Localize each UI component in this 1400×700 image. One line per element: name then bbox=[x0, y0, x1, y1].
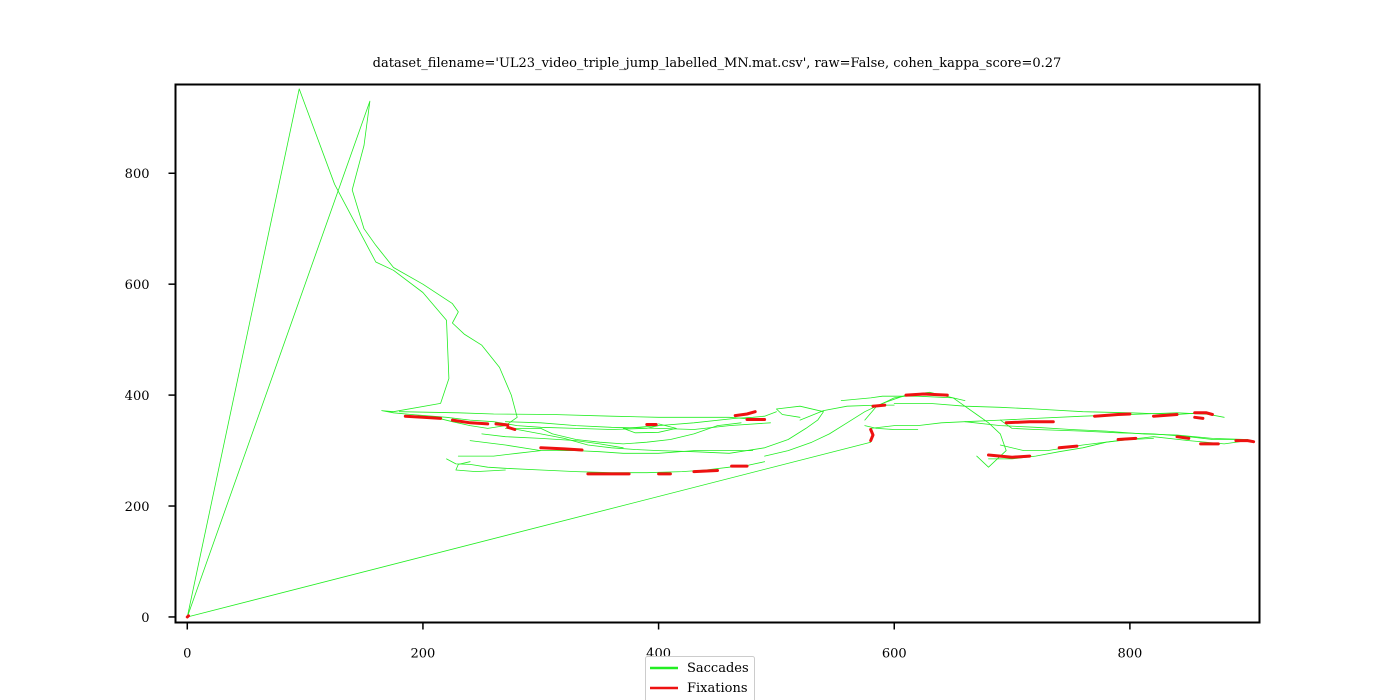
saccades-segment bbox=[398, 411, 765, 421]
saccades-segment bbox=[469, 440, 754, 454]
saccades-segment bbox=[457, 450, 542, 457]
saccades-segment bbox=[964, 421, 1249, 440]
saccades-segment bbox=[186, 88, 777, 618]
fixations-segment bbox=[494, 422, 510, 427]
fixations-segment bbox=[539, 446, 584, 452]
fixations-segment bbox=[904, 392, 949, 397]
y-tick-label: 200 bbox=[125, 500, 150, 515]
saccades-segment bbox=[455, 461, 506, 473]
fixations-segment bbox=[1116, 436, 1138, 441]
fixations-segment bbox=[506, 425, 517, 431]
saccades-segment bbox=[999, 419, 1249, 440]
saccades-segment bbox=[764, 391, 1007, 468]
y-tick-label: 400 bbox=[125, 389, 150, 404]
legend-fixations-label: Fixations bbox=[687, 681, 748, 696]
fixations-segment bbox=[869, 428, 875, 443]
saccades-segment bbox=[481, 433, 624, 449]
chart-title: dataset_filename='UL23_video_triple_jump… bbox=[373, 56, 1062, 71]
saccades-segment bbox=[186, 441, 872, 618]
saccades-segment bbox=[799, 404, 895, 421]
saccades-segment bbox=[504, 422, 742, 445]
legend: Saccades Fixations bbox=[645, 656, 755, 700]
fixations-segment bbox=[733, 410, 757, 418]
series-fixations bbox=[185, 392, 1256, 619]
saccades-segment bbox=[510, 405, 824, 454]
y-tick-label: 0 bbox=[141, 611, 149, 626]
fixations-segment bbox=[1004, 420, 1055, 425]
x-tick-label: 0 bbox=[183, 647, 191, 662]
plot-area bbox=[185, 88, 1256, 619]
fixations-segment bbox=[450, 418, 490, 426]
y-tick-label: 600 bbox=[125, 278, 150, 293]
fixations-segment bbox=[692, 469, 719, 474]
x-tick-label: 600 bbox=[882, 647, 907, 662]
fixations-segment bbox=[1175, 435, 1191, 440]
x-tick-label: 200 bbox=[411, 647, 436, 662]
saccades-segment bbox=[622, 423, 677, 434]
y-tick-label: 800 bbox=[125, 167, 150, 182]
fixations-segment bbox=[1193, 415, 1205, 420]
saccades-segment bbox=[840, 395, 966, 402]
saccades-segment bbox=[893, 402, 1225, 418]
legend-saccades-label: Saccades bbox=[687, 661, 749, 676]
plot-frame bbox=[174, 83, 1261, 624]
saccades-segment bbox=[864, 425, 919, 430]
x-tick-label: 800 bbox=[1117, 647, 1142, 662]
fixations-segment bbox=[1093, 412, 1132, 418]
fixations-segment bbox=[1193, 411, 1214, 416]
fixations-segment bbox=[1057, 444, 1079, 450]
saccades-segment bbox=[446, 458, 765, 474]
series-saccades bbox=[186, 88, 1249, 618]
fixations-segment bbox=[185, 614, 190, 619]
fixations-segment bbox=[403, 414, 443, 420]
fixations-segment bbox=[1152, 413, 1179, 418]
saccades-segment bbox=[186, 100, 518, 618]
fixations-segment bbox=[1234, 439, 1256, 444]
fixations-segment bbox=[871, 403, 887, 408]
fixations-segment bbox=[987, 453, 1032, 459]
